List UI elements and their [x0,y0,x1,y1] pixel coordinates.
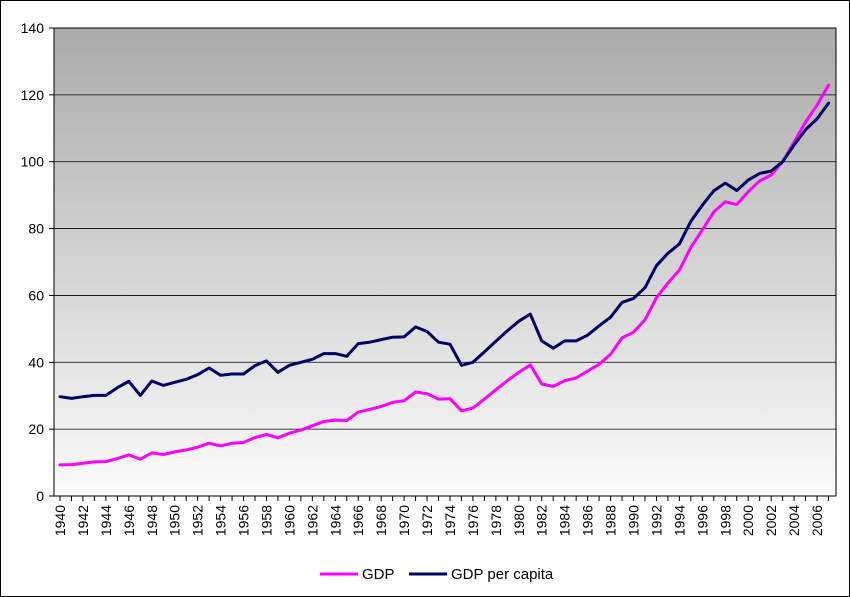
x-tick-label: 1970 [396,505,412,536]
x-tick-label: 1956 [236,505,252,536]
y-tick-label: 140 [21,20,45,36]
x-tick-label: 2004 [786,505,802,536]
y-tick-label: 20 [28,421,44,437]
x-tick-label: 1946 [121,505,137,536]
x-tick-label: 2000 [740,505,756,536]
x-tick-label: 1984 [557,505,573,536]
plot-area [54,28,836,496]
x-tick-label: 1980 [511,505,527,536]
x-tick-label: 2002 [763,505,779,536]
y-tick-label: 120 [21,87,45,103]
x-tick-label: 1996 [694,505,710,536]
x-tick-label: 1962 [304,505,320,536]
y-tick-label: 0 [36,488,44,504]
x-tick-label: 1992 [648,505,664,536]
y-tick-label: 60 [28,287,44,303]
series-line-gdp-per-capita [58,101,830,400]
x-tick-label: 1968 [373,505,389,536]
plot-border [53,27,837,497]
x-tick-label: 1958 [258,505,274,536]
legend-label-gdp-per-capita: GDP per capita [451,566,554,583]
x-tick-label: 1982 [534,505,550,536]
x-tick-label: 1994 [671,505,687,536]
series-line-gdp [58,83,830,467]
x-tick-label: 1978 [488,505,504,536]
legend: GDP GDP per capita [320,566,554,583]
x-tick-label: 1966 [350,505,366,536]
x-tick-label: 1948 [144,505,160,536]
y-tick-label: 40 [28,354,44,370]
y-tick-label: 80 [28,221,44,237]
x-tick-label: 1974 [442,505,458,536]
x-tick-label: 1986 [580,505,596,536]
x-tick-label: 1950 [167,505,183,536]
x-tick-label: 1998 [717,505,733,536]
series-layer [58,83,830,467]
x-tick-label: 1960 [281,505,297,536]
x-tick-label: 1990 [626,505,642,536]
axes: 0 20 40 60 80 100 120 140 1940 1942 1944 1946 1948 19… [21,20,837,536]
x-tick-label: 1952 [190,505,206,536]
x-tick-label: 1940 [52,505,68,536]
legend-label-gdp: GDP [362,566,395,583]
x-tick-label: 1964 [327,505,343,536]
x-tick-label: 1972 [419,505,435,536]
y-tick-label: 100 [21,154,45,170]
x-tick-label: 1944 [98,505,114,536]
x-tick-label: 1954 [213,505,229,536]
x-tick-label: 2006 [809,505,825,536]
x-tick-label: 1942 [75,505,91,536]
x-tick-label: 1988 [603,505,619,536]
x-tick-label: 1976 [465,505,481,536]
